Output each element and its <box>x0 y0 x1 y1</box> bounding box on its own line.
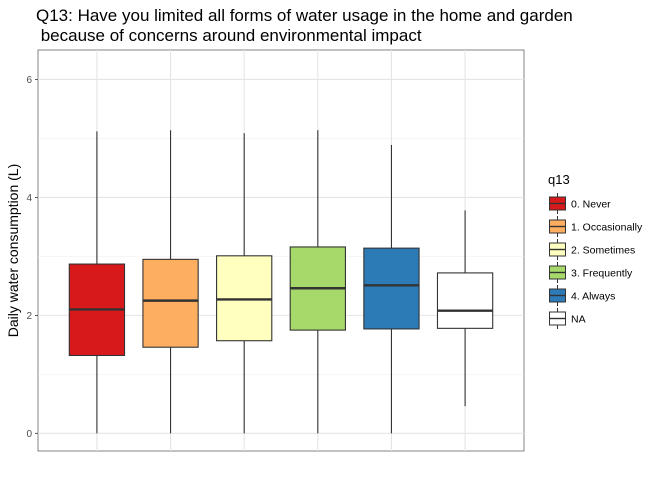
legend-label: 4. Always <box>571 291 615 303</box>
box-3 <box>216 133 273 434</box>
box-5 <box>363 144 420 434</box>
legend-label: NA <box>571 314 586 326</box>
box-4 <box>289 130 346 434</box>
legend-label: 3. Frequently <box>571 268 633 280</box>
boxes <box>68 130 494 434</box>
legend-title: q13 <box>548 172 570 187</box>
legend-item-1: 0. Never <box>549 193 611 214</box>
legend: q13 0. Never 1. Occasionally 2. Sometimes 3… <box>548 172 643 329</box>
box-2 <box>142 130 199 434</box>
box-iqr <box>142 258 199 348</box>
box-iqr <box>363 247 420 330</box>
legend-item-6: NA <box>549 308 586 329</box>
legend-item-5: 4. Always <box>549 285 615 306</box>
legend-item-2: 1. Occasionally <box>549 216 643 237</box>
y-tick-label: 4 <box>26 193 32 204</box>
y-tick-label: 6 <box>26 75 32 86</box>
y-axis-label: Daily water consumption (L) <box>5 164 21 338</box>
legend-label: 0. Never <box>571 199 611 211</box>
box-iqr <box>436 272 494 329</box>
legend-item-4: 3. Frequently <box>549 262 633 283</box>
legend-label: 1. Occasionally <box>571 222 643 234</box>
y-tick-label: 0 <box>26 429 32 440</box>
y-tick-label: 2 <box>26 311 32 322</box>
legend-label: 2. Sometimes <box>571 245 635 257</box>
chart-title: Q13: Have you limited all forms of water… <box>36 6 573 45</box>
box-1 <box>68 131 126 434</box>
box-6 <box>436 210 494 407</box>
y-axis: 0 2 4 6 <box>26 75 38 440</box>
plot-panel <box>37 49 525 452</box>
legend-item-3: 2. Sometimes <box>549 239 635 260</box>
